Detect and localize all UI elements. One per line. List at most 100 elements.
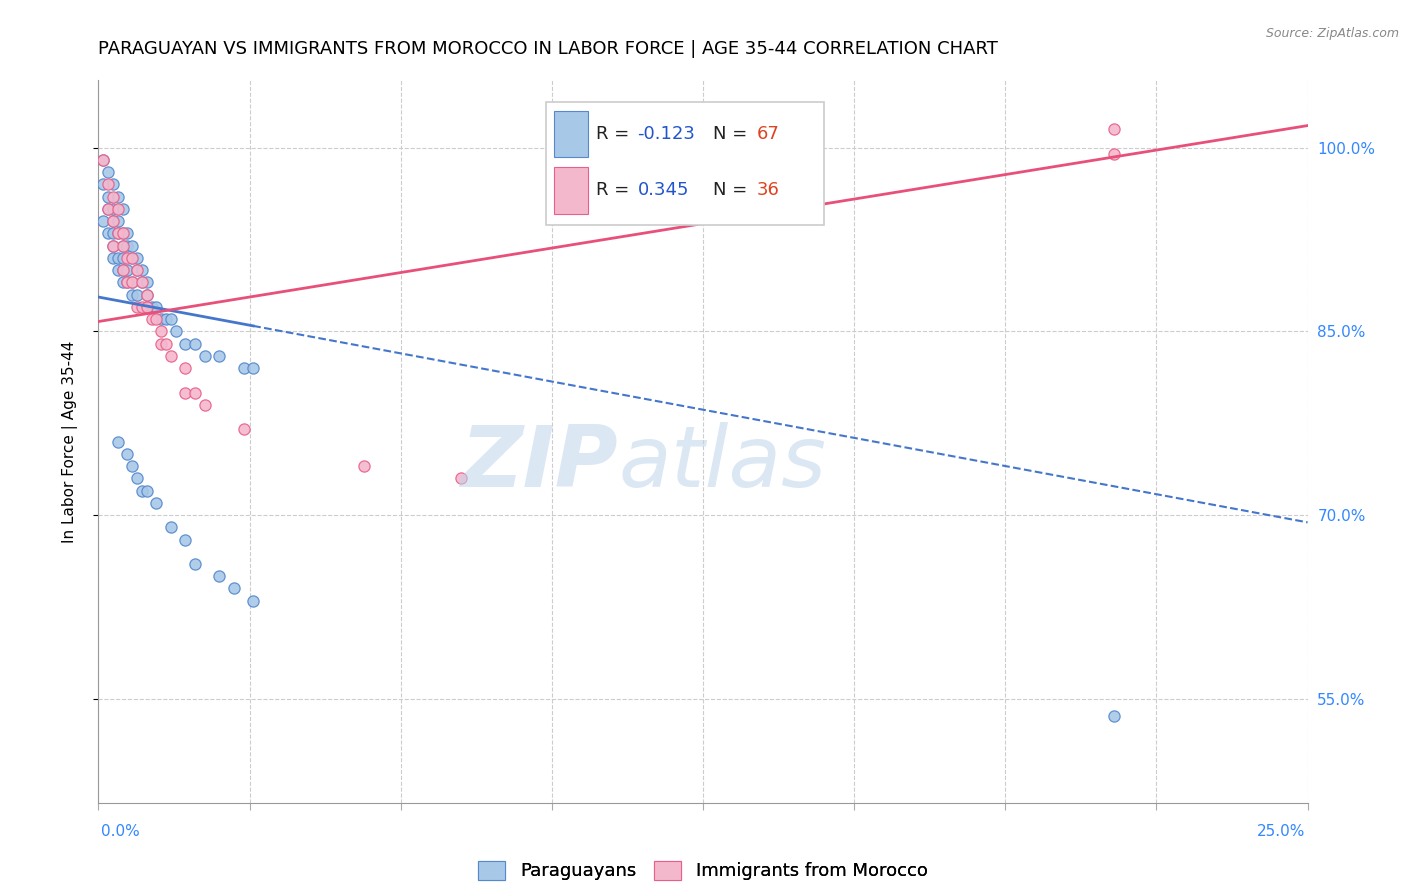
Point [117, 227, 139, 241]
Point [111, 238, 134, 252]
Point [131, 263, 153, 277]
Point [121, 238, 143, 252]
Point [101, 178, 124, 192]
Point [107, 227, 129, 241]
Point [117, 238, 139, 252]
Point [131, 300, 153, 314]
Point [145, 496, 167, 510]
Point [184, 336, 207, 351]
Point [101, 251, 124, 265]
Point [97, 202, 120, 216]
Point [101, 214, 124, 228]
Point [121, 287, 143, 301]
Point [135, 483, 157, 498]
Point [97, 227, 120, 241]
Point [107, 202, 129, 216]
Point [135, 300, 157, 314]
Point [353, 458, 375, 473]
Point [160, 349, 183, 363]
Point [97, 178, 120, 192]
Text: Source: ZipAtlas.com: Source: ZipAtlas.com [1265, 27, 1399, 40]
Point [184, 385, 207, 400]
Point [222, 582, 245, 596]
Point [135, 287, 157, 301]
Point [101, 189, 124, 203]
Point [107, 251, 129, 265]
Point [165, 324, 187, 338]
Point [1102, 122, 1125, 136]
Point [127, 471, 149, 485]
Point [117, 263, 139, 277]
Point [155, 336, 177, 351]
Point [160, 520, 183, 534]
Point [117, 276, 139, 290]
Point [174, 361, 197, 376]
Point [121, 276, 143, 290]
Point [101, 238, 124, 252]
Point [131, 276, 153, 290]
Point [131, 483, 153, 498]
Point [111, 251, 134, 265]
Point [107, 189, 129, 203]
Point [111, 263, 134, 277]
Point [208, 569, 231, 583]
Point [111, 263, 134, 277]
Point [1102, 146, 1125, 161]
Text: 25.0%: 25.0% [1257, 824, 1305, 838]
Point [232, 361, 254, 376]
Point [117, 251, 139, 265]
Point [232, 422, 254, 436]
Point [194, 398, 217, 412]
Point [111, 227, 134, 241]
Point [97, 202, 120, 216]
Point [174, 336, 197, 351]
Point [97, 165, 120, 179]
Point [160, 312, 183, 326]
Point [107, 434, 129, 449]
Text: PARAGUAYAN VS IMMIGRANTS FROM MOROCCO IN LABOR FORCE | AGE 35-44 CORRELATION CHA: PARAGUAYAN VS IMMIGRANTS FROM MOROCCO IN… [98, 40, 998, 58]
Point [121, 276, 143, 290]
Point [111, 238, 134, 252]
Point [117, 447, 139, 461]
Point [145, 312, 167, 326]
Y-axis label: In Labor Force | Age 35-44: In Labor Force | Age 35-44 [62, 341, 77, 542]
Point [127, 263, 149, 277]
Point [111, 202, 134, 216]
Point [111, 276, 134, 290]
Text: atlas: atlas [619, 422, 827, 505]
Point [242, 593, 264, 607]
Point [101, 238, 124, 252]
Point [141, 300, 163, 314]
Point [91, 153, 114, 167]
Point [150, 336, 173, 351]
Point [242, 361, 264, 376]
Point [97, 189, 120, 203]
Point [131, 276, 153, 290]
Point [107, 227, 129, 241]
Point [208, 349, 231, 363]
Point [155, 312, 177, 326]
Point [107, 263, 129, 277]
Point [127, 300, 149, 314]
Point [107, 214, 129, 228]
Point [91, 214, 114, 228]
Point [135, 287, 157, 301]
Point [145, 300, 167, 314]
Point [127, 287, 149, 301]
Point [194, 349, 217, 363]
Point [135, 276, 157, 290]
Point [150, 324, 173, 338]
Point [135, 300, 157, 314]
Point [117, 276, 139, 290]
Point [121, 458, 143, 473]
Point [1102, 709, 1125, 723]
Text: 0.0%: 0.0% [101, 824, 141, 838]
Point [111, 227, 134, 241]
Point [91, 153, 114, 167]
Point [91, 178, 114, 192]
Point [450, 471, 472, 485]
Point [141, 312, 163, 326]
Point [174, 385, 197, 400]
Point [101, 214, 124, 228]
Point [174, 533, 197, 547]
